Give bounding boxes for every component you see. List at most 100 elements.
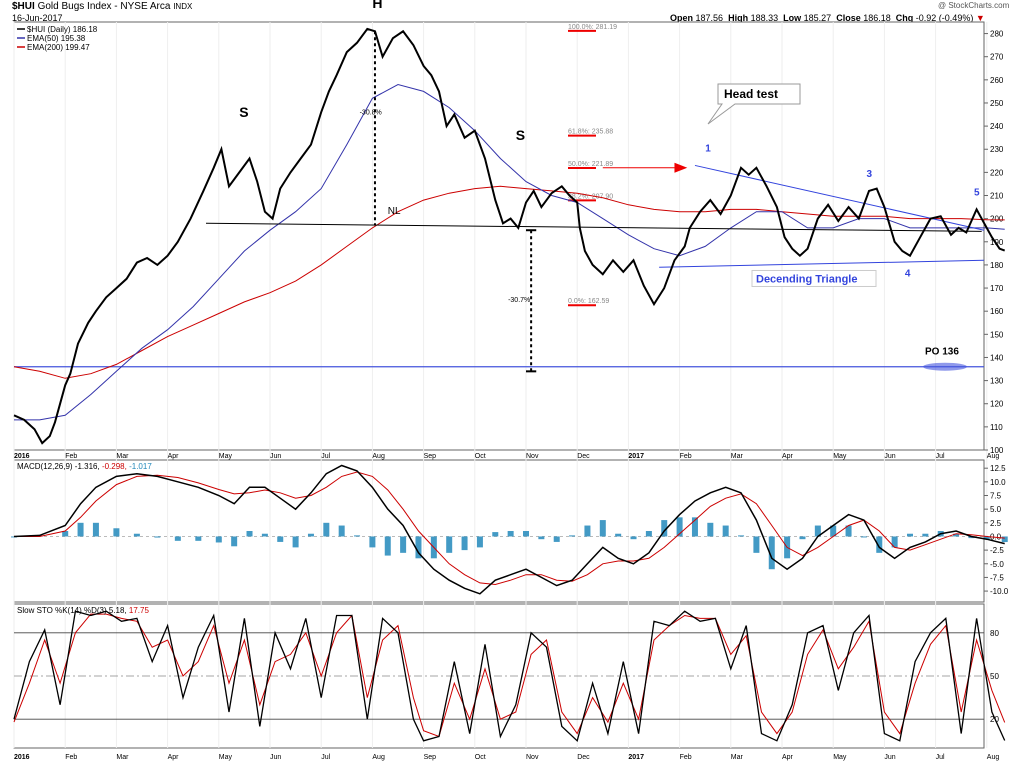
y-tick-label: 120 bbox=[990, 400, 1004, 409]
macd-histogram-bar bbox=[354, 535, 361, 537]
x-tick-label: Apr bbox=[168, 453, 180, 460]
macd-y-tick-label: 5.0 bbox=[990, 505, 1002, 514]
triangle-point-label: 1 bbox=[705, 144, 711, 155]
fib-level-label: 0.0%: 162.59 bbox=[568, 298, 609, 305]
macd-histogram-bar bbox=[645, 531, 652, 537]
macd-histogram-bar bbox=[92, 522, 99, 537]
x-tick-label: May bbox=[833, 754, 847, 761]
y-tick-label: 190 bbox=[990, 238, 1004, 247]
macd-histogram-bar bbox=[323, 522, 330, 537]
macd-histogram-bar bbox=[753, 536, 760, 553]
open-label: Open bbox=[670, 13, 694, 23]
x-tick-label: Apr bbox=[782, 754, 794, 761]
symbol-title: $HUI Gold Bugs Index - NYSE Arca INDX bbox=[12, 1, 192, 12]
y-tick-label: 140 bbox=[990, 353, 1004, 362]
macd-y-tick-label: 12.5 bbox=[990, 464, 1006, 473]
chg-label: Chg bbox=[895, 13, 914, 23]
fib-level-label: 38.2%: 207.90 bbox=[568, 193, 613, 200]
macd-histogram-bar bbox=[830, 525, 837, 537]
macd-histogram-bar bbox=[707, 522, 714, 537]
macd-histogram-bar bbox=[1001, 536, 1008, 543]
x-tick-label: Jul bbox=[321, 453, 330, 460]
macd-histogram-bar bbox=[599, 520, 606, 537]
triangle-upper-line bbox=[694, 164, 985, 231]
chg-value: -0.92 (-0.49%) bbox=[915, 13, 974, 23]
x-tick-label: Jul bbox=[321, 754, 330, 761]
macd-histogram-bar bbox=[133, 533, 140, 537]
macd-y-tick-label: 2.5 bbox=[990, 519, 1002, 528]
sto-y-tick-label: 80 bbox=[990, 629, 999, 638]
x-tick-label: May bbox=[219, 754, 233, 761]
x-tick-label: Apr bbox=[168, 754, 180, 761]
y-tick-label: 270 bbox=[990, 53, 1004, 62]
macd-histogram-bar bbox=[77, 522, 84, 537]
y-tick-label: 260 bbox=[990, 76, 1004, 85]
macd-histogram-bar bbox=[615, 533, 622, 537]
symbol: $HUI bbox=[12, 1, 35, 12]
x-tick-label: Oct bbox=[475, 453, 486, 460]
x-tick-label: Mar bbox=[731, 754, 744, 761]
y-tick-label: 130 bbox=[990, 377, 1004, 386]
macd-histogram-bar bbox=[799, 536, 806, 540]
macd-histogram-bar bbox=[338, 525, 345, 537]
x-tick-label: Sep bbox=[424, 453, 437, 460]
macd-histogram-bar bbox=[845, 525, 852, 537]
x-tick-label: Feb bbox=[65, 754, 77, 761]
fib-level-label: 100.0%: 281.19 bbox=[568, 24, 617, 31]
head-label: H bbox=[372, 0, 382, 11]
x-tick-label: Feb bbox=[680, 453, 692, 460]
macd-histogram-bar bbox=[62, 531, 69, 537]
x-tick-label: May bbox=[833, 453, 847, 460]
x-tick-label: 2017 bbox=[628, 453, 644, 460]
y-tick-label: 150 bbox=[990, 330, 1004, 339]
macd-histogram-bar bbox=[983, 536, 990, 540]
triangle-point-label: 5 bbox=[974, 188, 980, 199]
ema50-line bbox=[14, 83, 1005, 421]
macd-histogram-bar bbox=[553, 536, 560, 542]
x-tick-label: Jul bbox=[936, 754, 945, 761]
y-tick-label: 280 bbox=[990, 30, 1004, 39]
exchange: INDX bbox=[173, 2, 193, 11]
low-label: Low bbox=[783, 13, 802, 23]
macd-histogram-bar bbox=[261, 533, 268, 537]
macd-signal-line bbox=[14, 471, 1005, 586]
price-line bbox=[13, 27, 1006, 445]
macd-histogram-bar bbox=[538, 536, 545, 540]
macd-y-tick-label: -2.5 bbox=[990, 546, 1004, 555]
y-tick-label: 250 bbox=[990, 99, 1004, 108]
macd-histogram-bar bbox=[584, 525, 591, 537]
triangle-lower-line bbox=[659, 259, 985, 268]
macd-histogram-bar bbox=[415, 536, 422, 559]
x-tick-label: Nov bbox=[526, 754, 539, 761]
macd-histogram-bar bbox=[446, 536, 453, 553]
triangle-label-box bbox=[751, 269, 877, 287]
macd-histogram-bar bbox=[492, 532, 499, 537]
x-tick-label: Mar bbox=[116, 754, 129, 761]
neckline bbox=[205, 222, 982, 232]
legend-ema50: EMA(50) 195.38 bbox=[27, 34, 86, 43]
macd-histogram-bar bbox=[277, 536, 284, 542]
macd-panel-frame bbox=[13, 459, 985, 603]
drop-label-left: -30.8% bbox=[360, 110, 382, 117]
down-arrow-icon: ▼ bbox=[975, 13, 985, 23]
fib-level-label: 50.0%: 221.89 bbox=[568, 161, 613, 168]
x-tick-label: Jun bbox=[270, 453, 281, 460]
macd-histogram-bar bbox=[876, 536, 883, 553]
y-tick-label: 100 bbox=[990, 446, 1004, 455]
macd-histogram-bar bbox=[113, 528, 120, 537]
macd-histogram-bar bbox=[722, 525, 729, 537]
x-tick-label: Nov bbox=[526, 453, 539, 460]
macd-legend: MACD(12,26,9) -1.316, -0.298, -1.017 bbox=[17, 462, 152, 471]
legend-ema200: EMA(200) 199.47 bbox=[27, 43, 90, 52]
y-tick-label: 220 bbox=[990, 168, 1004, 177]
triangle-point-label: 4 bbox=[905, 268, 911, 279]
macd-histogram-bar bbox=[676, 517, 683, 537]
ohlc-readout: Open 187.56 High 188.33 Low 185.27 Close… bbox=[670, 13, 985, 23]
shoulder-left-label: S bbox=[239, 104, 248, 120]
fib-level-label: 61.8%: 235.88 bbox=[568, 129, 613, 136]
macd-histogram-bar bbox=[691, 517, 698, 537]
macd-histogram-bar bbox=[768, 536, 775, 570]
macd-histogram-bar bbox=[231, 536, 238, 547]
macd-histogram-bar bbox=[369, 536, 376, 548]
